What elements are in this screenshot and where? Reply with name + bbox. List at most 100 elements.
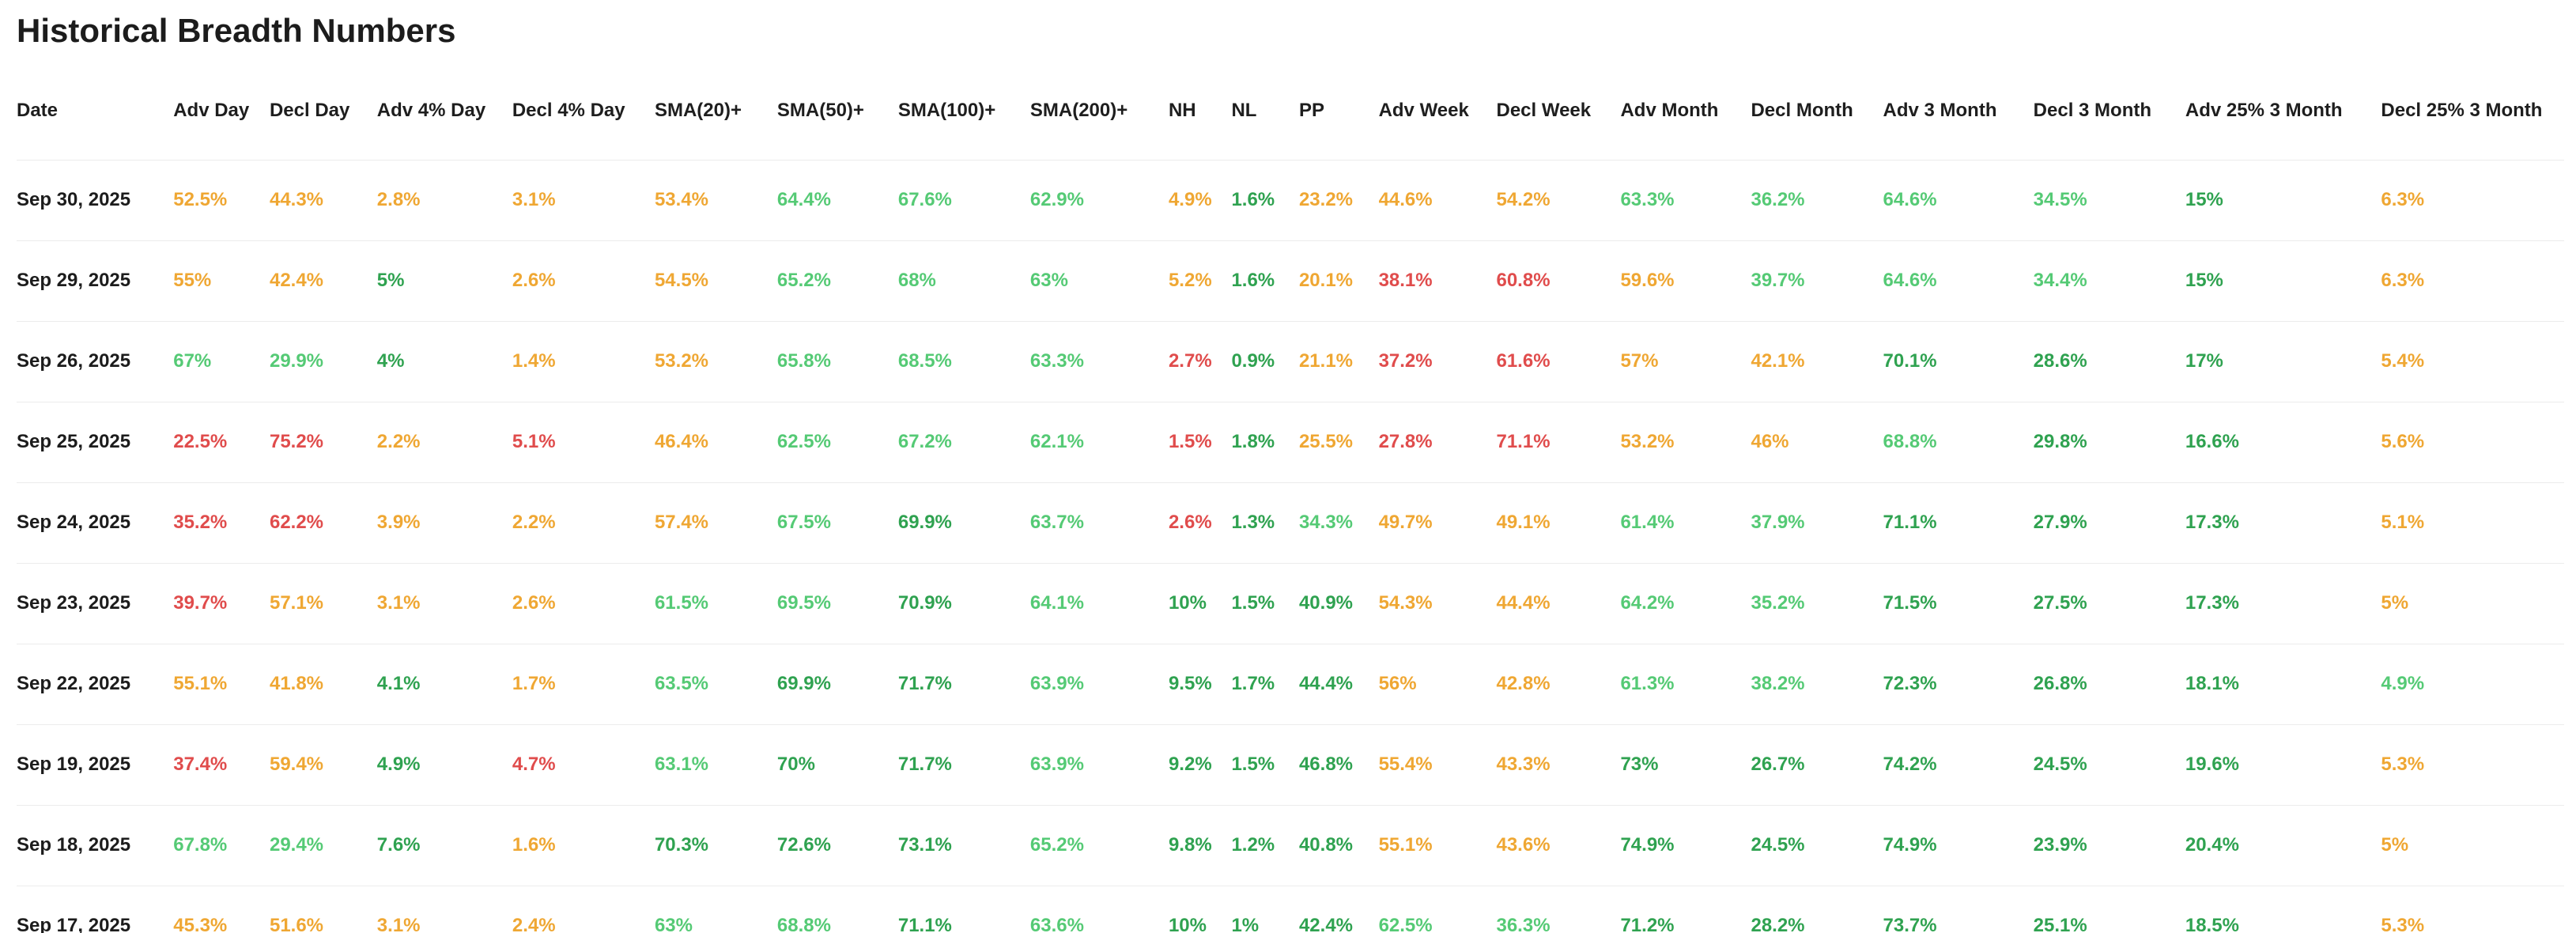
value-cell: 4.9%: [376, 724, 512, 806]
value-cell: 44.3%: [269, 160, 377, 241]
value-cell: 26.7%: [1751, 724, 1883, 806]
table-row: Sep 17, 2025 45.3% 51.6% 3.1% 2.4% 63% 68.8% 71…: [17, 886, 2564, 933]
column-header: Adv Week: [1378, 51, 1497, 161]
value-cell: 1.5%: [1168, 402, 1232, 483]
value-cell: 74.9%: [1883, 805, 2034, 886]
value-cell: 40.8%: [1298, 805, 1379, 886]
value-cell: 62.1%: [1029, 402, 1169, 483]
date-cell: Sep 29, 2025: [17, 240, 174, 322]
table-body: Sep 30, 2025 52.5% 44.3% 2.8% 3.1% 53.4% 64.4%…: [17, 160, 2564, 933]
value-cell: 39.7%: [1751, 240, 1883, 322]
value-cell: 5.6%: [2381, 402, 2564, 483]
value-cell: 69.9%: [776, 644, 898, 725]
value-cell: 63.9%: [1029, 724, 1169, 806]
value-cell: 39.7%: [173, 563, 270, 644]
value-cell: 4.1%: [376, 644, 512, 725]
value-cell: 71.1%: [1496, 402, 1621, 483]
value-cell: 2.6%: [512, 563, 655, 644]
value-cell: 1.4%: [512, 321, 655, 402]
value-cell: 64.6%: [1883, 240, 2034, 322]
value-cell: 63.3%: [1620, 160, 1751, 241]
value-cell: 67.2%: [897, 402, 1030, 483]
value-cell: 5%: [2381, 805, 2564, 886]
value-cell: 73%: [1620, 724, 1751, 806]
value-cell: 70.1%: [1883, 321, 2034, 402]
column-header: NL: [1231, 51, 1299, 161]
value-cell: 49.1%: [1496, 482, 1621, 564]
value-cell: 74.9%: [1620, 805, 1751, 886]
value-cell: 49.7%: [1378, 482, 1497, 564]
date-cell: Sep 17, 2025: [17, 886, 174, 933]
value-cell: 67.8%: [173, 805, 270, 886]
value-cell: 4%: [376, 321, 512, 402]
value-cell: 44.4%: [1298, 644, 1379, 725]
value-cell: 62.5%: [1378, 886, 1497, 933]
value-cell: 64.2%: [1620, 563, 1751, 644]
value-cell: 59.4%: [269, 724, 377, 806]
value-cell: 45.3%: [173, 886, 270, 933]
value-cell: 1.2%: [1231, 805, 1299, 886]
value-cell: 73.1%: [897, 805, 1030, 886]
value-cell: 54.3%: [1378, 563, 1497, 644]
value-cell: 65.2%: [1029, 805, 1169, 886]
value-cell: 2.8%: [376, 160, 512, 241]
value-cell: 5.1%: [2381, 482, 2564, 564]
value-cell: 2.2%: [376, 402, 512, 483]
date-cell: Sep 19, 2025: [17, 724, 174, 806]
value-cell: 64.4%: [776, 160, 898, 241]
value-cell: 37.9%: [1751, 482, 1883, 564]
value-cell: 34.3%: [1298, 482, 1379, 564]
value-cell: 20.4%: [2185, 805, 2381, 886]
value-cell: 69.9%: [897, 482, 1030, 564]
value-cell: 9.2%: [1168, 724, 1232, 806]
value-cell: 26.8%: [2033, 644, 2185, 725]
value-cell: 1.5%: [1231, 563, 1299, 644]
date-cell: Sep 24, 2025: [17, 482, 174, 564]
value-cell: 65.2%: [776, 240, 898, 322]
value-cell: 74.2%: [1883, 724, 2034, 806]
value-cell: 1.6%: [512, 805, 655, 886]
value-cell: 59.6%: [1620, 240, 1751, 322]
value-cell: 61.6%: [1496, 321, 1621, 402]
table-row: Sep 30, 2025 52.5% 44.3% 2.8% 3.1% 53.4% 64.4%…: [17, 160, 2564, 241]
value-cell: 44.4%: [1496, 563, 1621, 644]
value-cell: 2.4%: [512, 886, 655, 933]
value-cell: 10%: [1168, 563, 1232, 644]
value-cell: 1.7%: [1231, 644, 1299, 725]
value-cell: 71.1%: [1883, 482, 2034, 564]
breadth-table: Date Adv Day Decl Day Adv 4% Day Decl 4% Day…: [17, 51, 2564, 933]
value-cell: 6.3%: [2381, 240, 2564, 322]
value-cell: 3.1%: [376, 886, 512, 933]
value-cell: 67.6%: [897, 160, 1030, 241]
value-cell: 61.4%: [1620, 482, 1751, 564]
value-cell: 61.5%: [654, 563, 777, 644]
column-header: Adv 4% Day: [376, 51, 512, 161]
value-cell: 2.7%: [1168, 321, 1232, 402]
value-cell: 71.5%: [1883, 563, 2034, 644]
table-row: Sep 19, 2025 37.4% 59.4% 4.9% 4.7% 63.1% 70% 71…: [17, 724, 2564, 806]
value-cell: 68.8%: [1883, 402, 2034, 483]
value-cell: 15%: [2185, 160, 2381, 241]
value-cell: 71.7%: [897, 724, 1030, 806]
value-cell: 24.5%: [2033, 724, 2185, 806]
value-cell: 18.1%: [2185, 644, 2381, 725]
value-cell: 0.9%: [1231, 321, 1299, 402]
value-cell: 5.1%: [512, 402, 655, 483]
value-cell: 4.9%: [2381, 644, 2564, 725]
value-cell: 57.4%: [654, 482, 777, 564]
value-cell: 53.2%: [1620, 402, 1751, 483]
column-header: Adv 3 Month: [1883, 51, 2034, 161]
table-row: Sep 26, 2025 67% 29.9% 4% 1.4% 53.2% 65.8% 68.5…: [17, 321, 2564, 402]
value-cell: 63.6%: [1029, 886, 1169, 933]
value-cell: 75.2%: [269, 402, 377, 483]
value-cell: 37.2%: [1378, 321, 1497, 402]
value-cell: 27.8%: [1378, 402, 1497, 483]
value-cell: 63.3%: [1029, 321, 1169, 402]
date-cell: Sep 22, 2025: [17, 644, 174, 725]
value-cell: 18.5%: [2185, 886, 2381, 933]
value-cell: 63.5%: [654, 644, 777, 725]
value-cell: 21.1%: [1298, 321, 1379, 402]
value-cell: 2.2%: [512, 482, 655, 564]
value-cell: 29.4%: [269, 805, 377, 886]
value-cell: 1%: [1231, 886, 1299, 933]
